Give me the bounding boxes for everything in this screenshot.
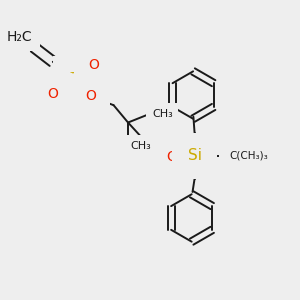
Text: C(CH₃)₃: C(CH₃)₃ [229, 151, 268, 161]
Text: H₂C: H₂C [7, 30, 33, 44]
Text: O: O [47, 87, 58, 100]
Text: S: S [68, 72, 78, 87]
Text: O: O [85, 89, 96, 103]
Text: Si: Si [188, 148, 202, 163]
Text: O: O [88, 58, 99, 72]
Text: CH₃: CH₃ [130, 141, 151, 151]
Text: CH₃: CH₃ [152, 109, 173, 119]
Text: O: O [166, 150, 177, 164]
